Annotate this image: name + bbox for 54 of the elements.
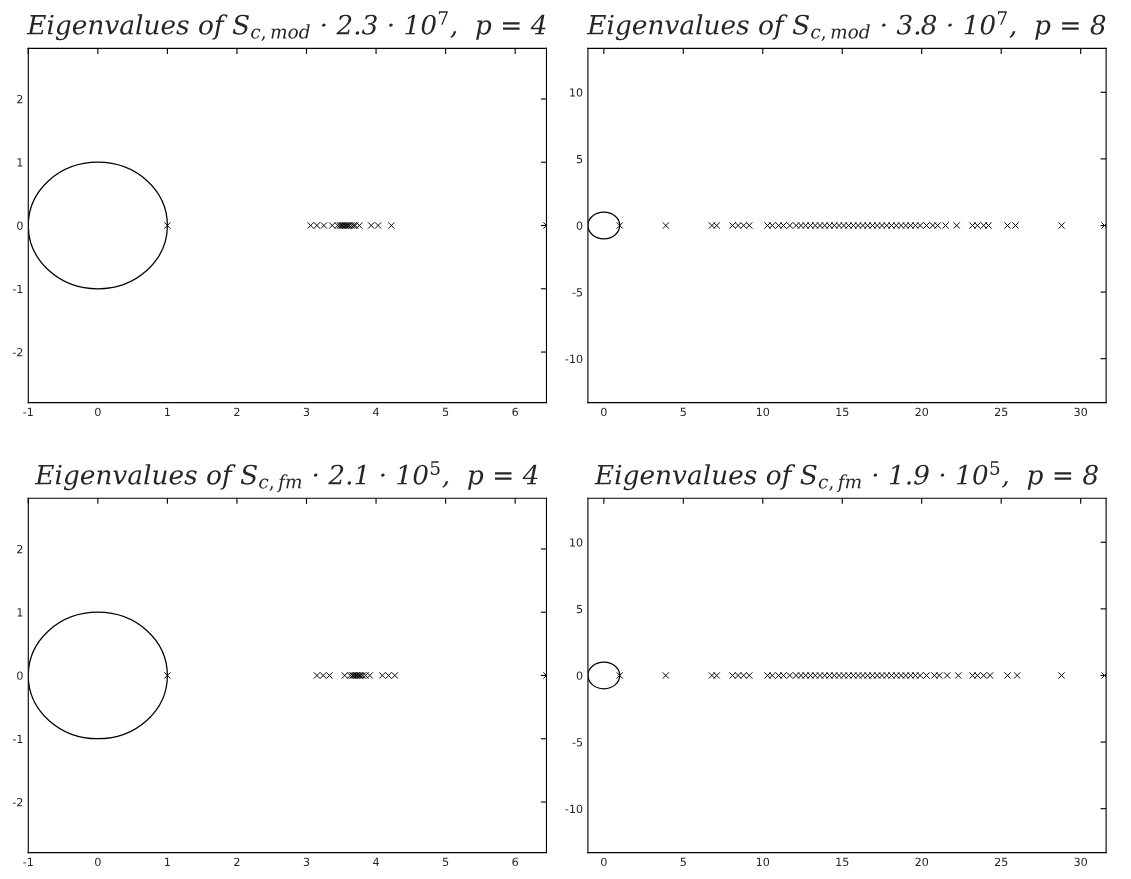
y-tick-label: 1 [17, 608, 23, 617]
x-tick-label: 3 [303, 857, 310, 867]
x-tick-label: -1 [23, 407, 33, 416]
y-tick-label: -5 [572, 288, 583, 297]
x-tick-label: 3 [303, 407, 310, 417]
y-tick-label: 10 [570, 88, 583, 97]
x-tick-label: 1 [165, 857, 170, 866]
y-tick-label: 0 [576, 221, 583, 230]
y-tick-label: 0 [17, 671, 23, 680]
y-tick-label: 2 [17, 94, 23, 104]
y-tick-label: -1 [12, 734, 23, 743]
x-tick-label: 4 [373, 857, 379, 866]
x-tick-label: 20 [915, 857, 929, 867]
chart-title: Eigenvalues of S$_{c,mod}$ · 2.3 · 10$^{7}$, p = 4 [26, 11, 546, 41]
x-tick-label: 0 [601, 857, 607, 867]
x-tick-label: 10 [756, 857, 770, 867]
y-tick-label: 5 [576, 155, 583, 164]
x-tick-label: 15 [836, 857, 849, 867]
x-tick-label: 5 [442, 407, 449, 417]
x-tick-label: 6 [512, 407, 518, 417]
x-tick-label: 0 [95, 857, 101, 867]
x-tick-label: -1 [23, 857, 33, 866]
y-tick-label: 0 [576, 671, 583, 680]
y-tick-label: -2 [12, 797, 23, 807]
chart-title: Eigenvalues of S$_{c,mod}$ · 3.8 · 10$^{7}$, p = 8 [586, 11, 1106, 41]
y-tick-label: 10 [570, 538, 583, 547]
x-tick-label: 2 [234, 407, 240, 416]
x-tick-label: 30 [1074, 857, 1088, 867]
y-tick-label: -10 [565, 804, 583, 814]
x-tick-label: 15 [836, 407, 849, 417]
x-tick-label: 20 [915, 407, 929, 417]
x-tick-label: 25 [994, 857, 1008, 867]
x-tick-label: 0 [601, 407, 607, 417]
x-tick-label: 10 [756, 407, 770, 417]
y-tick-label: 2 [17, 544, 23, 554]
x-tick-label: 5 [442, 857, 449, 867]
x-tick-label: 1 [165, 407, 170, 416]
y-tick-label: -5 [572, 738, 583, 747]
x-tick-label: 0 [95, 407, 101, 417]
y-tick-label: 1 [17, 158, 23, 167]
x-tick-label: 2 [234, 857, 240, 866]
y-tick-label: -10 [565, 354, 583, 364]
y-tick-label: 5 [576, 605, 583, 614]
x-tick-label: 30 [1074, 407, 1088, 417]
x-tick-label: 5 [680, 407, 686, 417]
y-tick-label: -1 [12, 284, 23, 293]
chart-title: Eigenvalues of S$_{c,fm}$ · 2.1 · 10$^{5}$, p = 4 [34, 461, 538, 493]
x-tick-label: 25 [994, 407, 1008, 417]
x-tick-label: 6 [512, 857, 518, 867]
x-tick-label: 4 [373, 407, 379, 416]
y-tick-label: -2 [12, 348, 23, 357]
chart-title: Eigenvalues of S$_{c,fm}$ · 1.9 · 10$^{5}$, p = 8 [594, 461, 1098, 493]
y-tick-label: 0 [17, 221, 23, 230]
x-tick-label: 5 [680, 857, 686, 867]
